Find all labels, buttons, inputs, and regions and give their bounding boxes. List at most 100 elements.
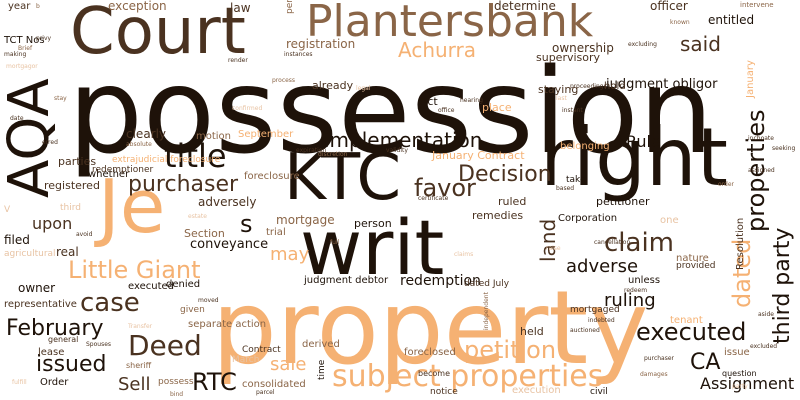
- word-motion: motion: [196, 131, 232, 142]
- word-general: agricultural: [4, 249, 56, 259]
- word-parcel: moved: [198, 297, 219, 304]
- word-expiration: absolute: [126, 141, 152, 148]
- word-brief: privy: [36, 35, 52, 42]
- word-execution: notice: [430, 387, 458, 397]
- word-erred: stay: [54, 95, 67, 102]
- word-redeem: expiration: [296, 147, 327, 154]
- word-separate-action: dated July: [464, 279, 510, 289]
- word-instances: render: [228, 57, 248, 64]
- word-known: seeking: [772, 145, 796, 152]
- word-b: V: [4, 205, 11, 215]
- word-tct-nos: TCT Nos: [4, 35, 45, 46]
- word-validity: based: [556, 185, 575, 192]
- word-possession: possession: [68, 42, 714, 180]
- word-je: Je: [98, 164, 166, 250]
- word-render: excluding: [628, 41, 657, 48]
- word-based: certificate: [418, 195, 449, 202]
- word-person: person: [354, 217, 392, 230]
- word-purchaser: purchaser: [128, 172, 239, 197]
- word-transfer: Spouses: [86, 341, 112, 348]
- word-cancellation: independent: [483, 292, 490, 330]
- word-order: time: [317, 359, 327, 380]
- word-ruled: ruled: [498, 195, 527, 208]
- word-ca: CA: [690, 350, 721, 375]
- word-registered: registered: [44, 179, 100, 192]
- word-court: Court: [70, 0, 246, 69]
- word-question: provided: [676, 261, 716, 271]
- word-hold: hold: [604, 81, 626, 92]
- word-notice: civil: [590, 387, 608, 397]
- word-last: instant: [562, 107, 583, 114]
- word-fulfill: party: [732, 383, 748, 390]
- word-petition: petition: [464, 336, 557, 364]
- word-intervene: intervene: [740, 1, 774, 9]
- word-issued: issued: [36, 352, 107, 377]
- word-officer: officer: [650, 0, 688, 13]
- word-third: parties: [58, 155, 97, 168]
- word-property: property: [212, 269, 649, 388]
- word-assignment: Assignment: [700, 374, 795, 393]
- word-excluded: redeem: [624, 287, 648, 294]
- word-office: confirmed: [232, 105, 263, 112]
- word-exception: exception: [108, 0, 167, 13]
- word-derived: foreclosed: [404, 347, 456, 358]
- word-ruling: ruling: [604, 290, 656, 311]
- word-representative: mortgaged: [570, 305, 620, 315]
- word-hearing: office: [438, 107, 455, 114]
- word-estate: erred: [42, 139, 58, 146]
- word-supervisory: supervisory: [536, 51, 601, 64]
- word-corporation: Corporation: [558, 213, 618, 224]
- word-adversely: adversely: [198, 195, 257, 209]
- word-case: case: [80, 288, 140, 318]
- word-foreclosed: Contract: [242, 345, 281, 355]
- word-rtc: RTC: [192, 368, 237, 396]
- word-ownership: ownership: [552, 41, 614, 55]
- word-clearly: clearly: [126, 127, 167, 141]
- word-consolidated: sheriff: [126, 361, 152, 370]
- word-foreclosure: foreclosure: [244, 171, 300, 182]
- word-party: aside: [758, 311, 774, 318]
- word-september: September: [238, 129, 294, 140]
- word-place: place: [482, 101, 512, 114]
- word-deed: Deed: [128, 329, 202, 362]
- word-confirmed: legal: [356, 85, 371, 92]
- word-trial: trial: [266, 227, 286, 238]
- word-v: take: [566, 175, 586, 185]
- word-indebted: full: [330, 239, 340, 246]
- word-year: year: [8, 1, 31, 12]
- word-conveyance: conveyance: [190, 237, 269, 252]
- word-contract: lease: [38, 347, 65, 358]
- word-mortgagor: Brief: [18, 45, 33, 52]
- word-january: January: [745, 60, 756, 98]
- word-issue: issue: [724, 347, 750, 358]
- word-denied: executed: [128, 281, 174, 292]
- word-lease: separate action: [188, 319, 267, 330]
- word-little-giant: Little Giant: [68, 256, 201, 284]
- word-full: date: [10, 115, 24, 122]
- word-petitioner: petitioner: [596, 195, 650, 208]
- word-claims: purchaser: [644, 355, 675, 362]
- word-january-contract: January Contract: [432, 149, 525, 162]
- word-process: instances: [284, 51, 313, 58]
- word-determine: determine: [494, 0, 556, 13]
- word-inchoate: damages: [640, 371, 668, 378]
- word-judgment-obligor: judgment obligor: [606, 77, 718, 92]
- word-belonging: bind: [170, 391, 184, 398]
- word-mortgaged: given: [180, 305, 205, 315]
- word-law: law: [230, 1, 251, 15]
- word-stay: making: [4, 51, 27, 58]
- word-date: avoid: [76, 231, 93, 238]
- word-possess: execution: [512, 385, 561, 396]
- word-instant: hearing: [460, 97, 483, 104]
- word-aside: excluded: [750, 343, 778, 350]
- word-already: already: [312, 79, 354, 92]
- word-right: right: [540, 111, 728, 204]
- word-title: title: [164, 137, 227, 175]
- word-civil: question: [722, 369, 757, 378]
- word-agricultural: representative: [4, 299, 77, 310]
- word-act: Act: [420, 95, 438, 108]
- word-filed: filed: [4, 233, 30, 247]
- word-become: March: [232, 355, 260, 365]
- word-whether: whether: [88, 169, 130, 180]
